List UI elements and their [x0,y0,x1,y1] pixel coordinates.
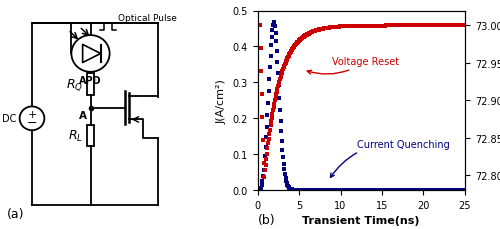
Text: DC: DC [2,114,16,124]
Bar [86,125,94,147]
Y-axis label: J(A/cm²): J(A/cm²) [217,78,227,123]
Text: APD: APD [79,76,102,86]
Text: Voltage Reset: Voltage Reset [308,57,400,75]
Text: A: A [79,110,87,120]
Bar [86,74,94,95]
Text: (b): (b) [258,213,275,226]
X-axis label: Transient Time(ns): Transient Time(ns) [302,215,420,225]
Text: $R_L$: $R_L$ [68,128,83,144]
Text: Current Quenching: Current Quenching [330,139,450,177]
Text: +: + [28,110,36,120]
Text: −: − [27,116,37,129]
Text: (a): (a) [7,207,25,220]
Text: Optical Pulse: Optical Pulse [118,14,176,23]
Text: $R_Q$: $R_Q$ [66,76,83,92]
